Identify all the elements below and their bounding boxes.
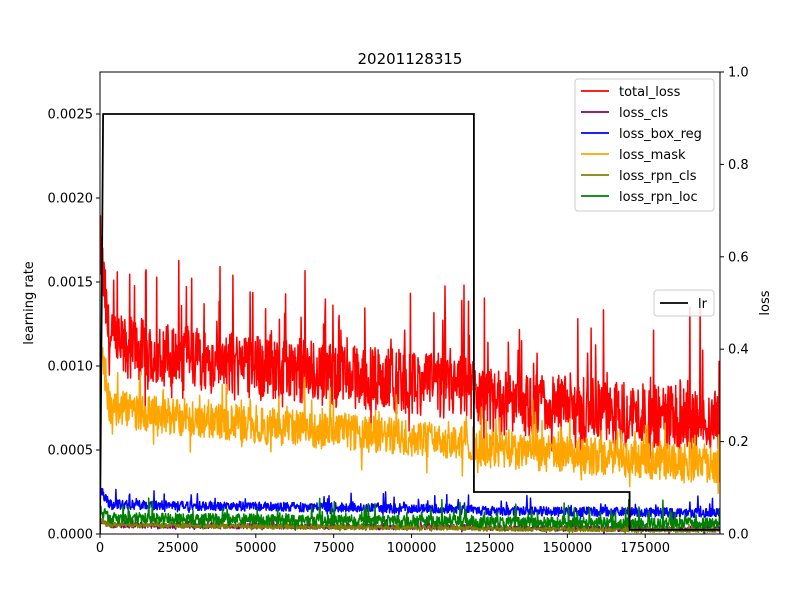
y-right-tick-label: 0.4 [728, 343, 749, 358]
x-tick-label: 125000 [465, 541, 515, 556]
legend-lr-label: lr [698, 297, 708, 312]
legend-label: loss_box_reg [619, 127, 702, 142]
x-tick-label: 150000 [543, 541, 593, 556]
loss-lines [100, 215, 720, 534]
y-left-tick-label: 0.0000 [48, 528, 94, 543]
y-axis-left: 0.0000 0.0005 0.0010 0.0015 0.0020 0.0025 [48, 108, 100, 543]
y-right-tick-label: 0.8 [728, 158, 749, 173]
legend-label: loss_rpn_cls [619, 169, 697, 184]
plot-frame [99, 71, 721, 535]
y-left-tick-label: 0.0020 [48, 192, 94, 207]
x-tick-label: 175000 [620, 541, 670, 556]
x-tick-label: 25000 [157, 541, 198, 556]
y-right-tick-label: 0.2 [728, 435, 749, 450]
y-left-tick-label: 0.0015 [48, 276, 94, 291]
y-right-tick-label: 0.6 [728, 250, 749, 265]
legend-lr: lr [653, 289, 715, 317]
legend-label: loss_rpn_loc [619, 190, 698, 205]
series-loss-mask [100, 332, 720, 495]
series-loss-rpn-cls [100, 515, 720, 534]
y-left-tick-label: 0.0010 [48, 360, 94, 375]
y-axis-right: 0.0 0.2 0.4 0.6 0.8 1.0 [720, 66, 749, 543]
y-left-tick-label: 0.0005 [48, 444, 94, 459]
x-tick-label: 0 [96, 541, 104, 556]
legend-label: loss_cls [619, 106, 668, 121]
series-total-loss [100, 215, 720, 462]
legend-loss: total_loss loss_cls loss_box_reg loss_maskl… [574, 78, 715, 212]
x-tick-label: 50000 [235, 541, 276, 556]
x-tick-label: 75000 [313, 541, 354, 556]
series-lr [100, 113, 720, 534]
series-loss-rpn-loc [100, 497, 720, 534]
lr-line [100, 113, 720, 534]
legend-box [574, 78, 715, 212]
legend-label: total_loss [619, 85, 681, 100]
legend-label: loss_mask [619, 148, 686, 163]
x-tick-label: 100000 [387, 541, 437, 556]
y-right-tick-label: 0.0 [728, 528, 749, 543]
chart-title: 20201128315 [358, 50, 463, 68]
series-loss-box-reg [100, 485, 720, 522]
y-right-tick-label: 1.0 [728, 66, 749, 81]
y-axis-right-title: loss [758, 290, 773, 315]
y-left-tick-label: 0.0025 [48, 108, 94, 123]
y-axis-left-title: learning rate [22, 261, 37, 345]
x-axis: 0 25000 50000 75000 100000 125000 150000 175000 [96, 534, 670, 556]
